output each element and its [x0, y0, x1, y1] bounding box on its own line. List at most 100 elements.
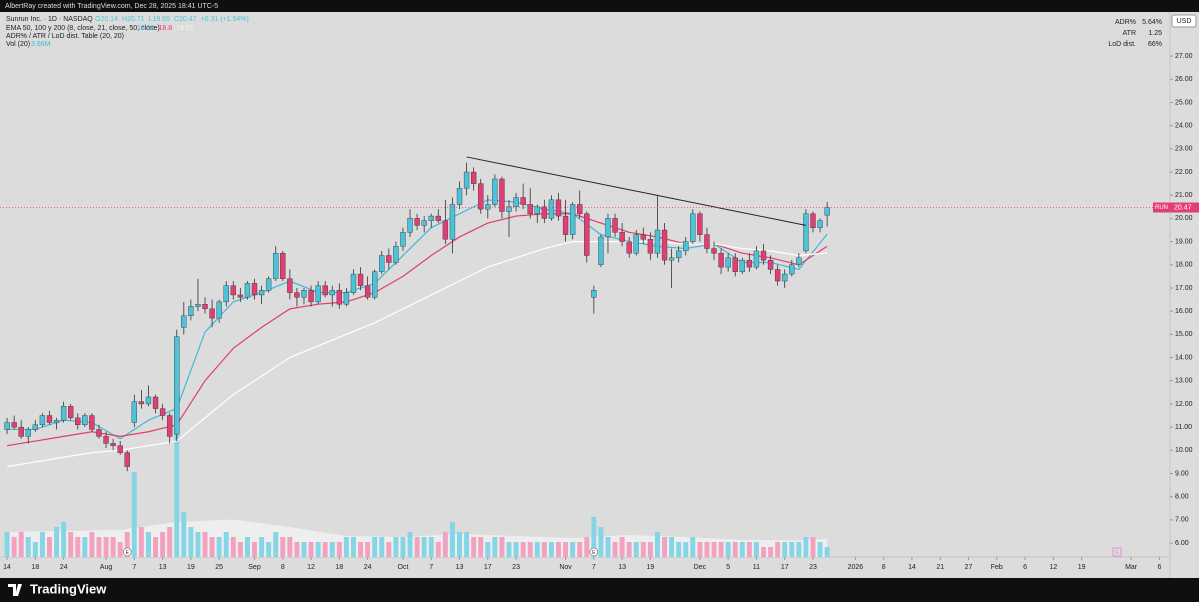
volume-bar	[202, 532, 208, 557]
x-tick-label: 23	[809, 564, 817, 571]
volume-bar	[393, 537, 399, 557]
volume-bar	[739, 542, 745, 557]
y-tick-label: 18.00	[1175, 262, 1193, 269]
candle-body	[739, 259, 745, 272]
x-tick-label: 24	[364, 564, 372, 571]
candle-body	[690, 213, 696, 242]
y-tick-label: 16.00	[1175, 308, 1193, 315]
volume-bar	[47, 537, 52, 557]
x-tick-label: 12	[1049, 564, 1057, 571]
x-tick-label: 6	[1023, 564, 1027, 571]
candle-body	[96, 429, 102, 437]
candle-body	[782, 273, 788, 282]
candle-body	[68, 406, 74, 419]
candle-body	[774, 269, 781, 282]
volume-bar	[449, 522, 455, 557]
y-tick-label: 20.00	[1175, 215, 1193, 222]
candle-body	[647, 239, 654, 254]
volume-bar	[626, 542, 632, 557]
event-label: E	[1115, 550, 1119, 556]
volume-bar	[32, 542, 38, 557]
volume-bar	[351, 537, 356, 557]
volume-bar	[188, 527, 194, 557]
volume-bar	[570, 542, 576, 557]
volume-bar	[301, 542, 307, 557]
volume-bar	[803, 537, 809, 557]
candle-body	[237, 294, 244, 298]
volume-bar	[379, 537, 385, 557]
volume-bar	[753, 542, 759, 557]
candle-body	[668, 257, 675, 261]
event-marker	[122, 547, 132, 557]
volume-bar	[704, 542, 710, 557]
candle-body	[435, 215, 441, 221]
volume-bar	[54, 527, 60, 557]
volume-bar	[11, 537, 17, 557]
candle-body	[619, 232, 625, 242]
candle-body	[732, 257, 738, 272]
candle-body	[534, 206, 540, 214]
volume-bar	[138, 527, 144, 557]
quote-value: C20.47	[174, 16, 197, 23]
ema-line	[7, 199, 828, 440]
candle-body	[18, 426, 24, 437]
candle-body	[548, 199, 555, 219]
quote-value: L19.65	[149, 16, 171, 23]
x-tick-label: Aug	[100, 564, 113, 571]
volume-bar	[662, 537, 668, 557]
volume-bar	[181, 512, 187, 557]
volume-bar	[761, 547, 766, 557]
volume-bar	[669, 537, 675, 557]
x-tick-label: 23	[512, 564, 520, 571]
volume-bar	[428, 537, 434, 557]
volume-bar	[25, 537, 31, 557]
x-tick-label: 27	[965, 564, 973, 571]
candle-body	[675, 250, 682, 259]
table-legend: ADR% / ATR / LoD dist. Table (20, 20)	[6, 33, 124, 40]
x-tick-label: Sep	[248, 564, 261, 571]
y-tick-label: 12.00	[1175, 401, 1193, 408]
candle-body	[301, 290, 307, 298]
candle-body	[428, 215, 434, 221]
volume-bar	[457, 532, 462, 557]
x-tick-label: Oct	[398, 564, 409, 571]
candle-body	[584, 213, 590, 256]
volume-bar	[167, 527, 173, 557]
x-tick-label: 13	[159, 564, 167, 571]
candle-body	[506, 206, 512, 212]
volume-bar	[711, 542, 717, 557]
candle-body	[322, 285, 328, 296]
quote-value: H20.71	[122, 16, 145, 23]
candle-body	[82, 415, 88, 426]
volume-bar	[746, 542, 752, 557]
candle-body	[640, 234, 646, 240]
symbol-title: Sunrun Inc. · 1D · NASDAQ	[6, 16, 93, 23]
candle-body	[308, 290, 314, 303]
volume-bar	[824, 547, 830, 557]
event-marker	[1112, 547, 1122, 557]
volume-bar	[259, 537, 265, 557]
brand: TradingView	[30, 581, 107, 596]
candle-body	[753, 250, 760, 268]
candle-body	[174, 336, 180, 435]
candle-body	[159, 408, 166, 416]
candle-body	[817, 220, 823, 228]
x-tick-label: 14	[3, 564, 11, 571]
table-value: 66%	[1148, 41, 1162, 48]
candle-body	[188, 306, 194, 317]
volume-bar	[471, 537, 477, 557]
volume-bar	[39, 532, 45, 557]
currency-box[interactable]	[1171, 14, 1197, 28]
x-tick-label: 7	[592, 564, 596, 571]
volume-bar	[782, 542, 788, 557]
candle-body	[463, 171, 470, 189]
candle-body	[478, 183, 484, 210]
volume-bar	[506, 542, 512, 557]
candle-body	[612, 218, 618, 233]
y-tick-label: 22.00	[1175, 169, 1193, 176]
candle-body	[683, 241, 689, 252]
volume-bar	[96, 537, 102, 557]
candle-body	[124, 452, 130, 467]
footer	[0, 578, 1199, 602]
